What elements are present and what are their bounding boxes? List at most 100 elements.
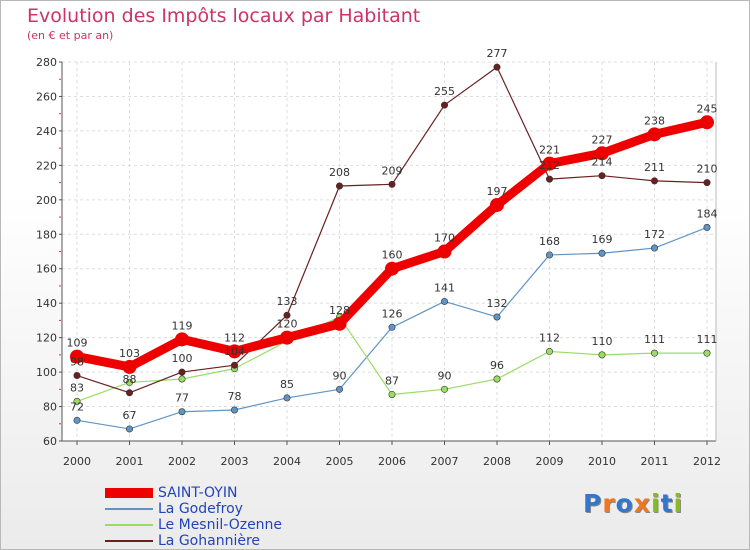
data-label-le-mesnil-ozenne: 111 xyxy=(697,333,718,346)
x-tick-label: 2002 xyxy=(168,455,196,468)
x-tick-label: 2003 xyxy=(221,455,249,468)
data-label-le-mesnil-ozenne: 111 xyxy=(644,333,665,346)
data-label-saint-oyin: 109 xyxy=(67,337,88,350)
axes: 60 80 100 120 140 160 180 200 220 240 260 280 2000 20… xyxy=(36,56,721,468)
y-tick-label: 60 xyxy=(43,435,57,448)
data-point-la-godefroy xyxy=(440,297,448,305)
data-label-le-mesnil-ozenne: 87 xyxy=(385,374,399,387)
data-point-la-gohanni-re xyxy=(598,172,606,180)
logo-letter: x xyxy=(633,489,651,518)
data-label-la-gohanni-re: 211 xyxy=(644,161,665,174)
x-tick-label: 2006 xyxy=(378,455,406,468)
data-point-la-godefroy xyxy=(703,223,711,231)
data-point-la-gohanni-re xyxy=(283,311,291,319)
data-label-la-godefroy: 168 xyxy=(539,235,560,248)
x-tick-label: 2008 xyxy=(483,455,511,468)
data-label-saint-oyin: 245 xyxy=(697,102,718,115)
x-tick-label: 2011 xyxy=(641,455,669,468)
data-point-le-mesnil-ozenne xyxy=(650,349,658,357)
data-point-la-godefroy xyxy=(231,406,239,414)
y-tick-label: 240 xyxy=(36,125,57,138)
data-label-la-godefroy: 184 xyxy=(697,207,718,220)
y-tick-label: 180 xyxy=(36,228,57,241)
data-label-saint-oyin: 128 xyxy=(329,304,350,317)
data-point-saint-oyin xyxy=(332,316,347,331)
y-tick-label: 220 xyxy=(36,159,57,172)
data-label-saint-oyin: 103 xyxy=(119,347,140,360)
data-label-la-godefroy: 132 xyxy=(487,297,508,310)
legend: SAINT-OYIN La Godefroy Le Mesnil-Ozenne … xyxy=(105,485,282,549)
y-tick-label: 160 xyxy=(36,263,57,276)
data-label-le-mesnil-ozenne: 112 xyxy=(539,331,560,344)
logo-letter: t xyxy=(660,489,674,518)
data-label-la-godefroy: 85 xyxy=(280,378,294,391)
data-label-saint-oyin: 197 xyxy=(487,185,508,198)
data-label-la-gohanni-re: 104 xyxy=(224,345,245,358)
data-label-la-godefroy: 67 xyxy=(123,409,137,422)
data-point-la-godefroy xyxy=(73,416,81,424)
legend-item-la-godefroy: La Godefroy xyxy=(105,501,282,517)
data-point-la-gohanni-re xyxy=(703,179,711,187)
data-point-le-mesnil-ozenne xyxy=(703,349,711,357)
data-point-la-gohanni-re xyxy=(493,63,501,71)
x-tick-label: 2004 xyxy=(273,455,301,468)
y-tick-label: 260 xyxy=(36,90,57,103)
data-point-la-gohanni-re xyxy=(650,177,658,185)
logo-letter: P xyxy=(583,489,603,518)
data-point-saint-oyin xyxy=(122,359,137,374)
data-label-la-godefroy: 141 xyxy=(434,281,455,294)
data-label-saint-oyin: 238 xyxy=(644,114,665,127)
data-point-saint-oyin xyxy=(175,332,189,347)
legend-swatch-le-mesnil-ozenne xyxy=(105,524,153,526)
data-point-saint-oyin xyxy=(490,197,504,212)
data-label-la-gohanni-re: 210 xyxy=(697,163,718,176)
data-point-la-godefroy xyxy=(178,408,186,416)
data-point-la-godefroy xyxy=(283,394,291,402)
data-label-la-godefroy: 78 xyxy=(228,390,242,403)
data-point-la-gohanni-re xyxy=(73,372,81,380)
logo-letter: i xyxy=(651,489,661,518)
data-label-la-gohanni-re: 214 xyxy=(592,156,613,169)
data-point-la-godefroy xyxy=(545,251,553,259)
data-label-saint-oyin: 227 xyxy=(592,133,613,146)
x-tick-label: 2012 xyxy=(693,455,721,468)
legend-label: SAINT-OYIN xyxy=(158,485,238,501)
y-tick-label: 140 xyxy=(36,297,57,310)
x-tick-label: 2007 xyxy=(431,455,459,468)
series xyxy=(70,63,714,433)
data-label-le-mesnil-ozenne: 83 xyxy=(70,381,84,394)
x-tick-label: 2001 xyxy=(116,455,144,468)
data-point-saint-oyin xyxy=(227,344,242,359)
x-tick-label: 2000 xyxy=(63,455,91,468)
data-label-la-gohanni-re: 209 xyxy=(382,164,403,177)
x-tick-label: 2005 xyxy=(326,455,354,468)
data-point-la-gohanni-re xyxy=(178,368,186,376)
legend-label: La Godefroy xyxy=(158,501,243,517)
data-labels: 72 67 77 78 85 90 126 141 132 168 169 172 184 83 87 90 9… xyxy=(67,47,718,422)
legend-swatch-la-gohanniere xyxy=(105,540,153,542)
data-label-la-gohanni-re: 212 xyxy=(539,159,560,172)
y-tick-label: 120 xyxy=(36,332,57,345)
data-point-saint-oyin xyxy=(437,244,452,259)
legend-label: Le Mesnil-Ozenne xyxy=(158,517,283,533)
legend-label: La Gohannière xyxy=(158,533,261,549)
data-label-la-gohanni-re: 133 xyxy=(277,295,298,308)
data-point-le-mesnil-ozenne xyxy=(440,385,448,393)
data-point-saint-oyin xyxy=(647,127,662,142)
y-tick-label: 280 xyxy=(36,56,57,69)
data-point-la-gohanni-re xyxy=(231,361,239,369)
data-point-le-mesnil-ozenne xyxy=(493,375,501,383)
data-label-le-mesnil-ozenne: 96 xyxy=(490,359,504,372)
data-point-saint-oyin xyxy=(280,330,294,345)
data-point-saint-oyin xyxy=(595,146,609,161)
data-point-le-mesnil-ozenne xyxy=(545,347,553,355)
data-point-la-godefroy xyxy=(493,313,501,321)
data-point-le-mesnil-ozenne xyxy=(388,390,396,398)
data-label-la-godefroy: 126 xyxy=(382,307,403,320)
data-label-la-gohanni-re: 277 xyxy=(487,47,508,60)
logo-letter: i xyxy=(673,489,684,518)
data-point-la-gohanni-re xyxy=(545,175,553,183)
data-label-le-mesnil-ozenne: 90 xyxy=(438,369,452,382)
